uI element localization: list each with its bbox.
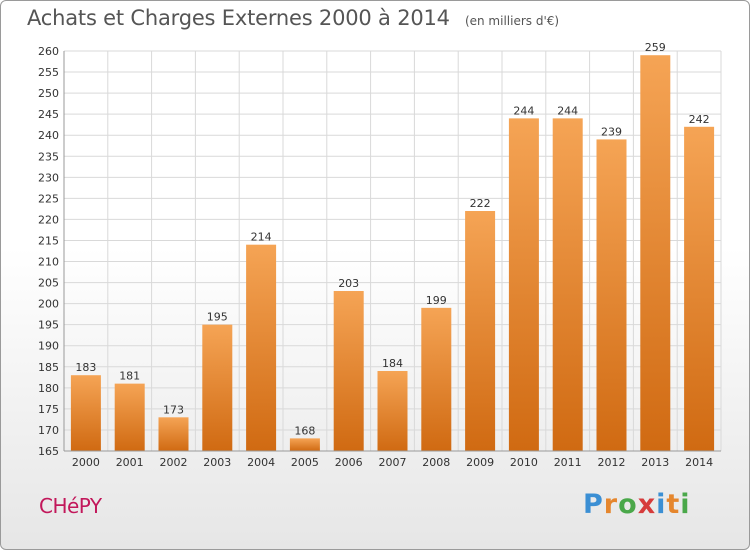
logo-letter: P: [583, 489, 604, 520]
bar-value-label: 184: [382, 357, 403, 370]
logo-letter: i: [680, 489, 691, 520]
commune-name: CHéPY: [39, 494, 102, 518]
logo-letter: i: [656, 489, 667, 520]
y-tick-label: 230: [38, 171, 59, 184]
bar-value-label: 181: [119, 370, 140, 383]
bar-value-label: 259: [645, 41, 666, 54]
y-tick-label: 215: [38, 234, 59, 247]
y-tick-label: 205: [38, 277, 59, 290]
x-tick-label: 2009: [466, 456, 494, 469]
logo-letter: o: [618, 489, 638, 520]
chart-subtitle: (en milliers d'€): [464, 14, 560, 28]
bar: [640, 55, 671, 452]
bar-value-label: 203: [338, 277, 359, 290]
y-tick-label: 190: [38, 340, 59, 353]
y-tick-label: 255: [38, 66, 59, 79]
bar-value-label: 168: [294, 424, 315, 437]
bar: [158, 417, 189, 451]
x-tick-label: 2002: [160, 456, 188, 469]
bar: [465, 211, 496, 451]
y-tick-label: 210: [38, 256, 59, 269]
x-tick-label: 2003: [203, 456, 231, 469]
bar: [552, 118, 583, 452]
y-tick-label: 185: [38, 361, 59, 374]
y-tick-label: 240: [38, 129, 59, 142]
y-tick-label: 175: [38, 403, 59, 416]
axis-layer: 165 170 175 180 185 190 195 200 205 210 215 220 225 2…: [38, 41, 721, 469]
x-tick-label: 2010: [510, 456, 538, 469]
x-tick-label: 2007: [379, 456, 407, 469]
bar: [596, 139, 627, 451]
y-tick-label: 235: [38, 150, 59, 163]
x-tick-label: 2000: [72, 456, 100, 469]
bar-value-label: 214: [251, 231, 272, 244]
x-tick-label: 2011: [554, 456, 582, 469]
y-tick-label: 195: [38, 319, 59, 332]
bar-value-label: 222: [470, 197, 491, 210]
bar-value-label: 183: [75, 361, 96, 374]
y-tick-label: 165: [38, 445, 59, 458]
x-tick-label: 2014: [685, 456, 713, 469]
x-tick-label: 2012: [598, 456, 626, 469]
bar-value-label: 242: [689, 113, 710, 126]
bar-value-label: 199: [426, 294, 447, 307]
bar: [377, 371, 408, 451]
y-tick-label: 180: [38, 382, 59, 395]
x-tick-label: 2005: [291, 456, 319, 469]
bar: [70, 375, 101, 451]
y-tick-label: 245: [38, 108, 59, 121]
x-tick-label: 2004: [247, 456, 275, 469]
bar-value-label: 244: [513, 104, 534, 117]
x-tick-label: 2008: [422, 456, 450, 469]
bar-value-label: 244: [557, 104, 578, 117]
x-tick-label: 2001: [116, 456, 144, 469]
bar-value-label: 173: [163, 403, 184, 416]
bar: [508, 118, 539, 452]
x-tick-label: 2006: [335, 456, 363, 469]
bar: [114, 383, 145, 451]
y-tick-label: 200: [38, 298, 59, 311]
bar: [202, 324, 233, 451]
bar: [289, 438, 320, 451]
bar: [684, 126, 715, 451]
bars-layer: [70, 55, 715, 452]
chart-title-row: Achats et Charges Externes 2000 à 2014 (…: [27, 6, 559, 30]
y-tick-label: 260: [38, 45, 59, 58]
y-tick-label: 220: [38, 213, 59, 226]
logo-letter: r: [603, 489, 619, 520]
bar-value-label: 195: [207, 311, 228, 324]
bar-value-label: 239: [601, 125, 622, 138]
y-tick-label: 170: [38, 424, 59, 437]
y-tick-label: 250: [38, 87, 59, 100]
logo-letter: t: [666, 489, 681, 520]
bar: [421, 307, 452, 451]
bar: [333, 291, 364, 451]
proxiti-logo: Proxiti: [583, 489, 691, 520]
y-tick-label: 225: [38, 192, 59, 205]
logo-letter: x: [637, 489, 657, 520]
x-tick-label: 2013: [641, 456, 669, 469]
chart-title: Achats et Charges Externes 2000 à 2014: [27, 6, 450, 30]
bar: [246, 244, 277, 451]
